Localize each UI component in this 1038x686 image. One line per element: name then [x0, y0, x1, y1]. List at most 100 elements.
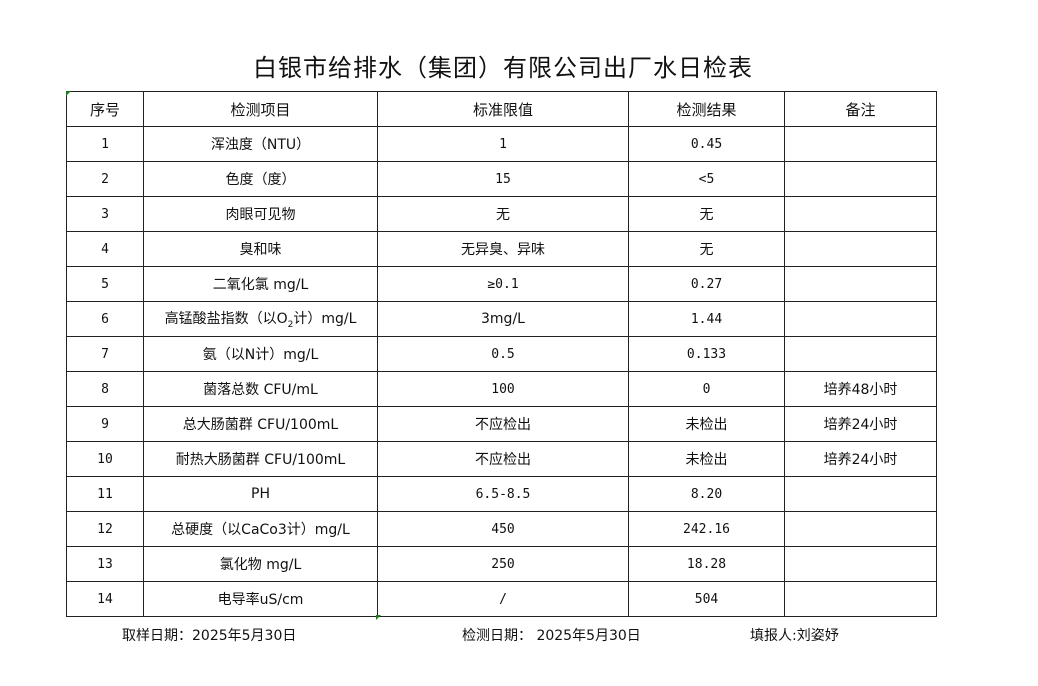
standard-limit: 3mg/L — [377, 301, 629, 337]
test-item: PH — [143, 476, 378, 512]
row-number: 7 — [66, 336, 144, 372]
table-row: 6 高锰酸盐指数（以O2计）mg/L 3mg/L 1.44 — [66, 301, 937, 337]
standard-limit: 450 — [377, 511, 629, 547]
test-result: 504 — [628, 581, 785, 617]
note — [784, 581, 937, 617]
header-result: 检测结果 — [628, 91, 785, 127]
note: 培养24小时 — [784, 406, 937, 442]
test-result: 未检出 — [628, 406, 785, 442]
test-item: 色度（度） — [143, 161, 378, 197]
test-item: 电导率uS/cm — [143, 581, 378, 617]
table-row: 11 PH 6.5-8.5 8.20 — [66, 476, 937, 512]
test-result: 无 — [628, 231, 785, 267]
header-no: 序号 — [66, 91, 144, 127]
table-row: 5 二氧化氯 mg/L ≥0.1 0.27 — [66, 266, 937, 302]
reporter: 填报人:刘姿妤 — [750, 628, 839, 644]
row-number: 10 — [66, 441, 144, 477]
test-item: 浑浊度（NTU） — [143, 126, 378, 162]
test-result: 0.45 — [628, 126, 785, 162]
test-result: 1.44 — [628, 301, 785, 337]
row-number: 11 — [66, 476, 144, 512]
header-limit: 标准限值 — [377, 91, 629, 127]
table-row: 7 氨（以N计）mg/L 0.5 0.133 — [66, 336, 937, 372]
standard-limit: 6.5-8.5 — [377, 476, 629, 512]
table-row: 13 氯化物 mg/L 250 18.28 — [66, 546, 937, 582]
cell-comment-marker — [376, 615, 381, 620]
row-number: 1 — [66, 126, 144, 162]
test-date: 检测日期： 2025年5月30日 — [462, 628, 641, 644]
table-row: 10 耐热大肠菌群 CFU/100mL 不应检出 未检出 培养24小时 — [66, 441, 937, 477]
row-number: 4 — [66, 231, 144, 267]
test-item: 二氧化氯 mg/L — [143, 266, 378, 302]
test-result: 0 — [628, 371, 785, 407]
test-result: 0.27 — [628, 266, 785, 302]
standard-limit: 15 — [377, 161, 629, 197]
row-number: 14 — [66, 581, 144, 617]
test-item: 总硬度（以CaCo3计）mg/L — [143, 511, 378, 547]
header-item: 检测项目 — [143, 91, 378, 127]
item-subscript: 2 — [287, 319, 294, 330]
standard-limit: 无 — [377, 196, 629, 232]
standard-limit: 1 — [377, 126, 629, 162]
standard-limit: 无异臭、异味 — [377, 231, 629, 267]
sampling-date: 取样日期：2025年5月30日 — [122, 628, 297, 644]
test-result: <5 — [628, 161, 785, 197]
test-item: 菌落总数 CFU/mL — [143, 371, 378, 407]
table-row: 9 总大肠菌群 CFU/100mL 不应检出 未检出 培养24小时 — [66, 406, 937, 442]
note — [784, 476, 937, 512]
standard-limit: / — [377, 581, 629, 617]
standard-limit: 100 — [377, 371, 629, 407]
row-number: 12 — [66, 511, 144, 547]
standard-limit: 250 — [377, 546, 629, 582]
standard-limit: 不应检出 — [377, 406, 629, 442]
test-item: 氯化物 mg/L — [143, 546, 378, 582]
note — [784, 336, 937, 372]
note — [784, 231, 937, 267]
item-text: 高锰酸盐指数（以O — [164, 311, 288, 328]
row-number: 6 — [66, 301, 144, 337]
standard-limit: 0.5 — [377, 336, 629, 372]
note — [784, 546, 937, 582]
test-item: 臭和味 — [143, 231, 378, 267]
note — [784, 301, 937, 337]
test-result: 0.133 — [628, 336, 785, 372]
inspection-table: 序号 检测项目 标准限值 检测结果 备注 1 浑浊度（NTU） 1 0.45 2 色度（度… — [66, 91, 937, 617]
note — [784, 511, 937, 547]
note: 培养24小时 — [784, 441, 937, 477]
table-row: 8 菌落总数 CFU/mL 100 0 培养48小时 — [66, 371, 937, 407]
note — [784, 161, 937, 197]
row-number: 9 — [66, 406, 144, 442]
cell-comment-marker — [66, 91, 71, 96]
test-result: 8.20 — [628, 476, 785, 512]
page-title: 白银市给排水（集团）有限公司出厂水日检表 — [253, 54, 753, 82]
header-note: 备注 — [784, 91, 937, 127]
table-header-row: 序号 检测项目 标准限值 检测结果 备注 — [66, 91, 937, 127]
note — [784, 126, 937, 162]
standard-limit: ≥0.1 — [377, 266, 629, 302]
note: 培养48小时 — [784, 371, 937, 407]
test-result: 未检出 — [628, 441, 785, 477]
test-result: 无 — [628, 196, 785, 232]
test-result: 242.16 — [628, 511, 785, 547]
row-number: 2 — [66, 161, 144, 197]
test-item: 总大肠菌群 CFU/100mL — [143, 406, 378, 442]
table-row: 3 肉眼可见物无无 — [66, 196, 937, 232]
test-item: 耐热大肠菌群 CFU/100mL — [143, 441, 378, 477]
test-item: 肉眼可见物 — [143, 196, 378, 232]
row-number: 8 — [66, 371, 144, 407]
row-number: 5 — [66, 266, 144, 302]
standard-limit: 不应检出 — [377, 441, 629, 477]
table-row: 14 电导率uS/cm/504 — [66, 581, 937, 617]
test-item: 高锰酸盐指数（以O2计）mg/L — [143, 301, 378, 337]
table-row: 1 浑浊度（NTU） 1 0.45 — [66, 126, 937, 162]
note — [784, 196, 937, 232]
note — [784, 266, 937, 302]
test-result: 18.28 — [628, 546, 785, 582]
table-row: 4 臭和味 无异臭、异味无 — [66, 231, 937, 267]
row-number: 13 — [66, 546, 144, 582]
item-suffix: 计）mg/L — [293, 311, 357, 328]
table-row: 2 色度（度） 15 <5 — [66, 161, 937, 197]
test-item: 氨（以N计）mg/L — [143, 336, 378, 372]
row-number: 3 — [66, 196, 144, 232]
table-row: 12 总硬度（以CaCo3计）mg/L 450 242.16 — [66, 511, 937, 547]
